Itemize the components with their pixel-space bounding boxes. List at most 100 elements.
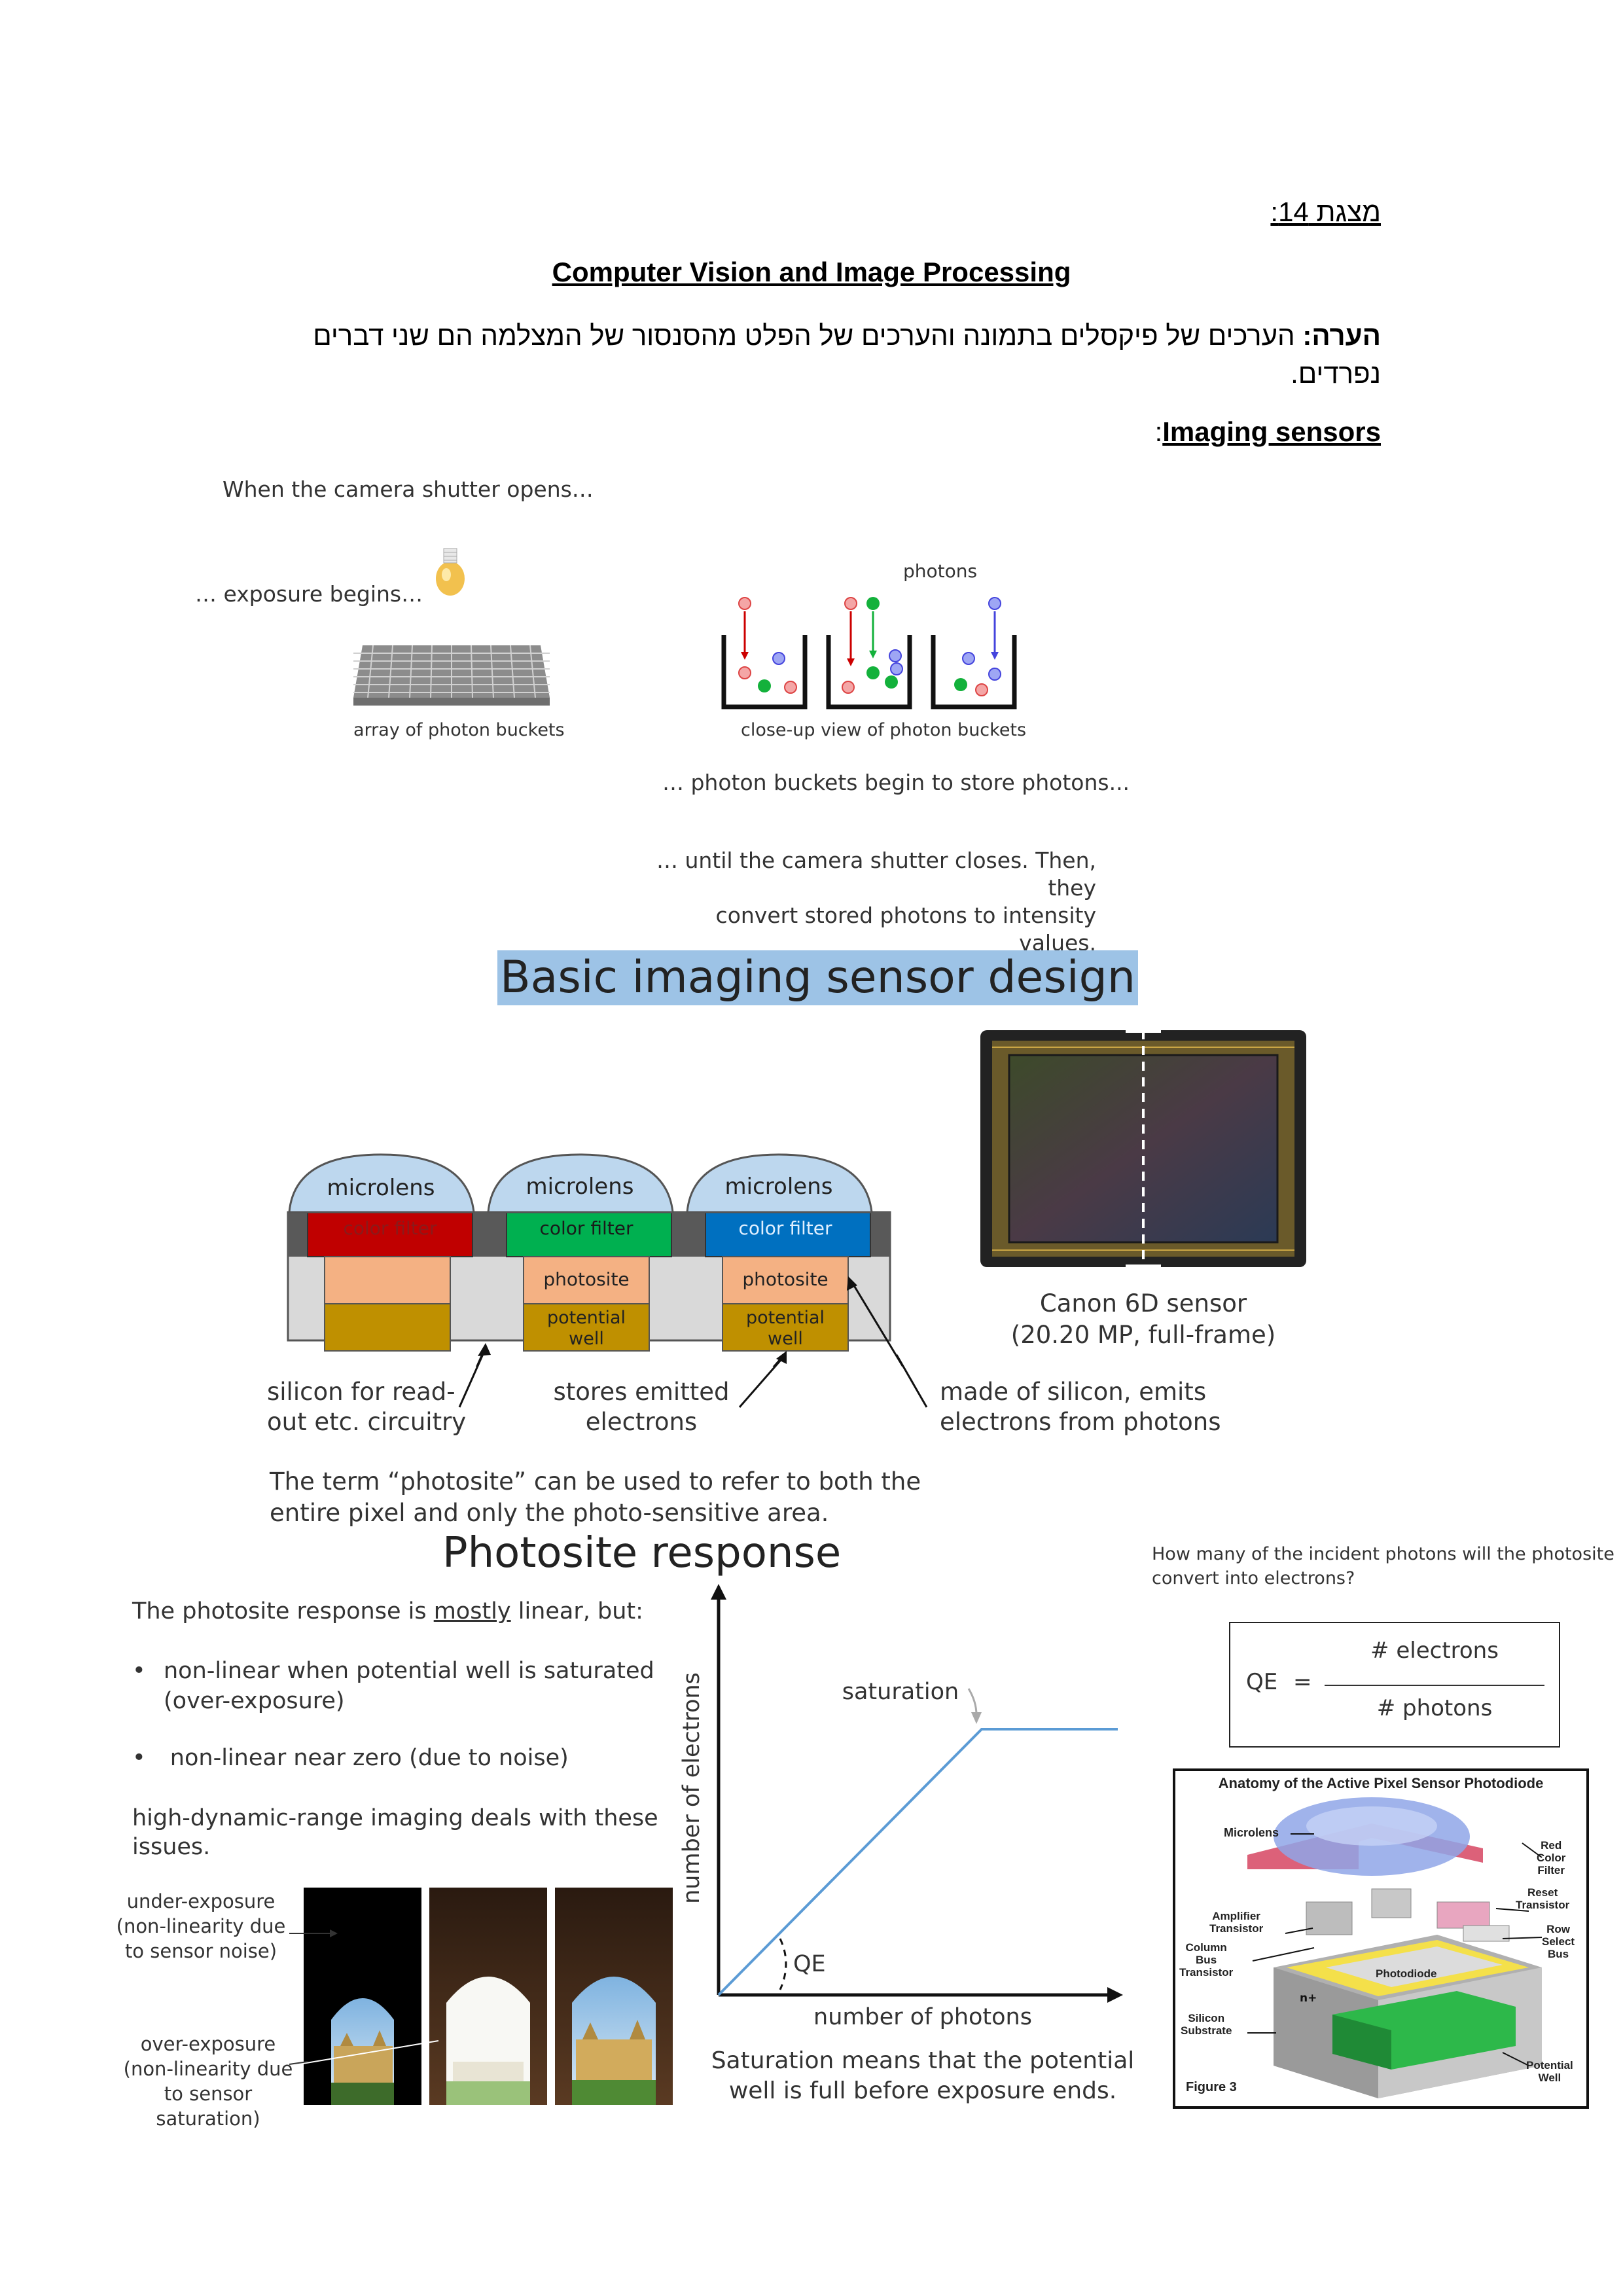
bullet-2-text: non-linear near zero (due to noise): [169, 1745, 569, 1771]
color-filter-green: [506, 1211, 672, 1257]
stores-electrons-label: stores emitted electrons: [543, 1377, 740, 1437]
color-filter-label-2: color filter: [540, 1217, 633, 1239]
well-label-3b: well: [768, 1329, 803, 1349]
x-axis-label: number of photons: [813, 2004, 1032, 2030]
term-line-2: entire pixel and only the photo-sensitiv…: [270, 1499, 829, 1527]
over-line-1: over-exposure: [140, 2033, 276, 2055]
shutter-opens-text: When the camera shutter opens…: [223, 476, 594, 502]
qe-question: How many of the incident photons will th…: [1152, 1542, 1623, 1590]
qe-formula-box: QE = # electrons # photons: [1229, 1622, 1560, 1748]
canon-caption-2: (20.20 MP, full-frame): [1010, 1321, 1276, 1349]
photosite-label-3: photosite: [742, 1268, 828, 1290]
bullet-1-line-2: (over-exposure): [164, 1688, 345, 1714]
qe-label: QE: [793, 1951, 826, 1977]
light-bulb-icon: [436, 548, 465, 596]
column-1: Column: [1185, 1941, 1227, 1954]
column-2: Bus: [1196, 1954, 1217, 1966]
silicon-1: Silicon: [1188, 2012, 1225, 2024]
under-line-3: to sensor noise): [124, 1940, 277, 1962]
formula-qe: QE: [1246, 1669, 1278, 1695]
sat-note-line-2: well is full before exposure ends.: [728, 2077, 1117, 2104]
color-filter-label-1: color filter: [344, 1217, 437, 1239]
reset-1: Reset: [1527, 1886, 1558, 1899]
under-line-1: under-exposure: [126, 1890, 276, 1912]
well-label-2b: well: [569, 1329, 604, 1349]
until-line-2: convert stored photons to intensity valu…: [715, 903, 1096, 956]
microlens-2: [487, 1153, 674, 1213]
y-axis-label: number of electrons: [681, 1672, 705, 1904]
saturation-label: saturation: [842, 1679, 959, 1705]
bullet-dot-1: •: [132, 1658, 146, 1684]
under-exposed-photo: [304, 1888, 421, 2105]
question-line-1: How many of the incident photons will th…: [1152, 1544, 1614, 1564]
anatomy-figure-label: Figure 3: [1186, 2080, 1237, 2094]
canon-caption-1: Canon 6D sensor: [1039, 1289, 1247, 1318]
well-2: Well: [1538, 2072, 1561, 2084]
course-title: Computer Vision and Image Processing: [552, 257, 1071, 287]
silicon-label-2: out etc. circuitry: [267, 1408, 467, 1436]
microlens-label-3: microlens: [725, 1174, 833, 1200]
reset-2: Transistor: [1516, 1899, 1570, 1911]
canon-sensor-image: [980, 1025, 1306, 1272]
sat-note-line-1: Saturation means that the potential: [711, 2047, 1135, 2074]
anatomy-red-filter: Red Color Filter: [1537, 1839, 1565, 1876]
until-line-1: … until the camera shutter closes. Then,…: [656, 848, 1096, 901]
intro-underlined: mostly: [433, 1598, 511, 1624]
bullet-2: • non-linear near zero (due to noise): [132, 1745, 569, 1771]
anatomy-amplifier: Amplifier Transistor: [1209, 1910, 1263, 1935]
exposure-photos: [304, 1888, 673, 2105]
slide-label: מצגת 14:: [1270, 196, 1381, 228]
silicon-2: Substrate: [1181, 2024, 1232, 2037]
photosite-response-title: Photosite response: [442, 1529, 842, 1577]
made-label-1: made of silicon, emits: [940, 1378, 1207, 1406]
over-exposure-label: over-exposure (non-linearity due to sens…: [110, 2032, 306, 2131]
note-bold: הערה:: [1302, 320, 1381, 351]
column-3: Transistor: [1179, 1966, 1234, 1979]
question-line-2: convert into electrons?: [1152, 1568, 1355, 1588]
well-label-3a: potential: [746, 1308, 825, 1328]
under-exposure-label: under-exposure (non-linearity due to sen…: [113, 1889, 289, 1964]
anatomy-drawing: n+: [1247, 1797, 1543, 2098]
microlens-label-2: microlens: [526, 1174, 634, 1200]
photosite-response-graph: saturation QE number of electrons: [681, 1584, 1123, 2003]
red-filter-2: Color: [1537, 1852, 1566, 1864]
photon-bucket-array-icon: [353, 645, 550, 706]
red-filter-3: Filter: [1537, 1864, 1565, 1876]
sensor-design-title: Basic imaging sensor design: [497, 950, 1138, 1005]
hdr-line-2: issues.: [132, 1834, 211, 1860]
photosite-term-note: The term “photosite” can be used to refe…: [270, 1466, 921, 1529]
silicon-label-1: silicon for read-: [267, 1378, 455, 1406]
hdr-line-1: high-dynamic-range imaging deals with th…: [132, 1805, 658, 1831]
silicon-readout-label: silicon for read- out etc. circuitry: [267, 1377, 466, 1437]
amp-1: Amplifier: [1212, 1910, 1260, 1922]
term-line-1: The term “photosite” can be used to refe…: [270, 1467, 921, 1496]
note-line-1: הערכים של פיקסלים בתמונה והערכים של הפלט…: [313, 320, 1303, 351]
section-title: Imaging sensors: [1162, 416, 1381, 447]
anatomy-row-select: Row Select Bus: [1542, 1923, 1575, 1960]
exposure-begins-text: … exposure begins…: [195, 581, 423, 607]
anatomy-silicon-substrate: Silicon Substrate: [1181, 2012, 1232, 2037]
section-colon: :: [1154, 416, 1163, 447]
canon-caption: Canon 6D sensor (20.20 MP, full-frame): [976, 1288, 1310, 1351]
photosite-label-2: photosite: [543, 1268, 629, 1290]
bullet-dot-2: •: [132, 1745, 146, 1771]
bullet-1: • non-linear when potential well is satu…: [132, 1656, 654, 1716]
anatomy-column-bus: Column Bus Transistor: [1179, 1941, 1233, 1979]
saturation-note: Saturation means that the potential well…: [707, 2046, 1139, 2106]
formula-equals: =: [1293, 1669, 1312, 1695]
slide-label-text: מצגת 14:: [1270, 196, 1381, 227]
section-heading: Imaging sensors:: [1155, 416, 1381, 448]
bullet-1-line-1: non-linear when potential well is satura…: [164, 1658, 654, 1684]
anatomy-figure: Anatomy of the Active Pixel Sensor Photo…: [1173, 1768, 1589, 2109]
anatomy-potential-well: Potential Well: [1526, 2059, 1573, 2084]
buckets-store-text: … photon buckets begin to store photons.…: [662, 770, 1130, 795]
row-2: Select: [1542, 1935, 1575, 1948]
anatomy-photodiode: Photodiode: [1376, 1967, 1437, 1980]
anatomy-title: Anatomy of the Active Pixel Sensor Photo…: [1218, 1775, 1544, 1791]
stores-label-2: electrons: [585, 1408, 698, 1436]
anatomy-microlens: Microlens: [1224, 1826, 1279, 1839]
red-filter-1: Red: [1541, 1839, 1562, 1852]
qe-angle-arc: [779, 1938, 787, 1990]
hdr-photo: [555, 1888, 673, 2105]
formula-denominator: # photons: [1376, 1695, 1493, 1721]
